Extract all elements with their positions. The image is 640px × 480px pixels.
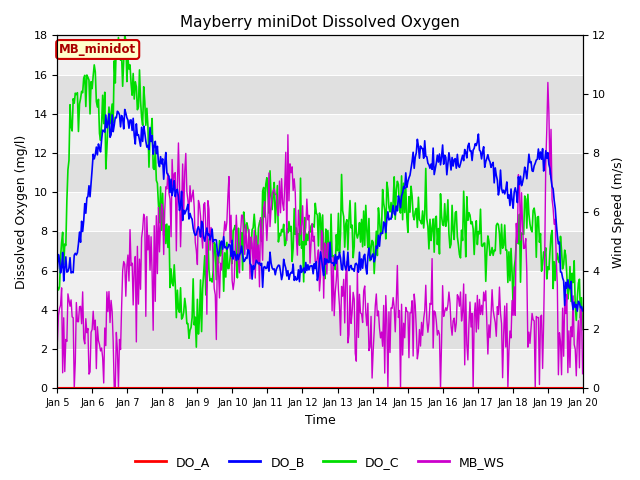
Bar — [58, 310, 582, 349]
Bar — [58, 231, 582, 271]
Text: MB_minidot: MB_minidot — [59, 43, 136, 56]
Bar — [58, 114, 582, 153]
Y-axis label: Dissolved Oxygen (mg/l): Dissolved Oxygen (mg/l) — [15, 135, 28, 289]
X-axis label: Time: Time — [305, 414, 335, 427]
Bar — [58, 74, 582, 114]
Bar — [58, 36, 582, 74]
Bar — [58, 192, 582, 231]
Y-axis label: Wind Speed (m/s): Wind Speed (m/s) — [612, 156, 625, 267]
Bar — [58, 271, 582, 310]
Title: Mayberry miniDot Dissolved Oxygen: Mayberry miniDot Dissolved Oxygen — [180, 15, 460, 30]
Bar — [58, 153, 582, 192]
Legend: DO_A, DO_B, DO_C, MB_WS: DO_A, DO_B, DO_C, MB_WS — [130, 451, 510, 474]
Bar — [58, 349, 582, 388]
